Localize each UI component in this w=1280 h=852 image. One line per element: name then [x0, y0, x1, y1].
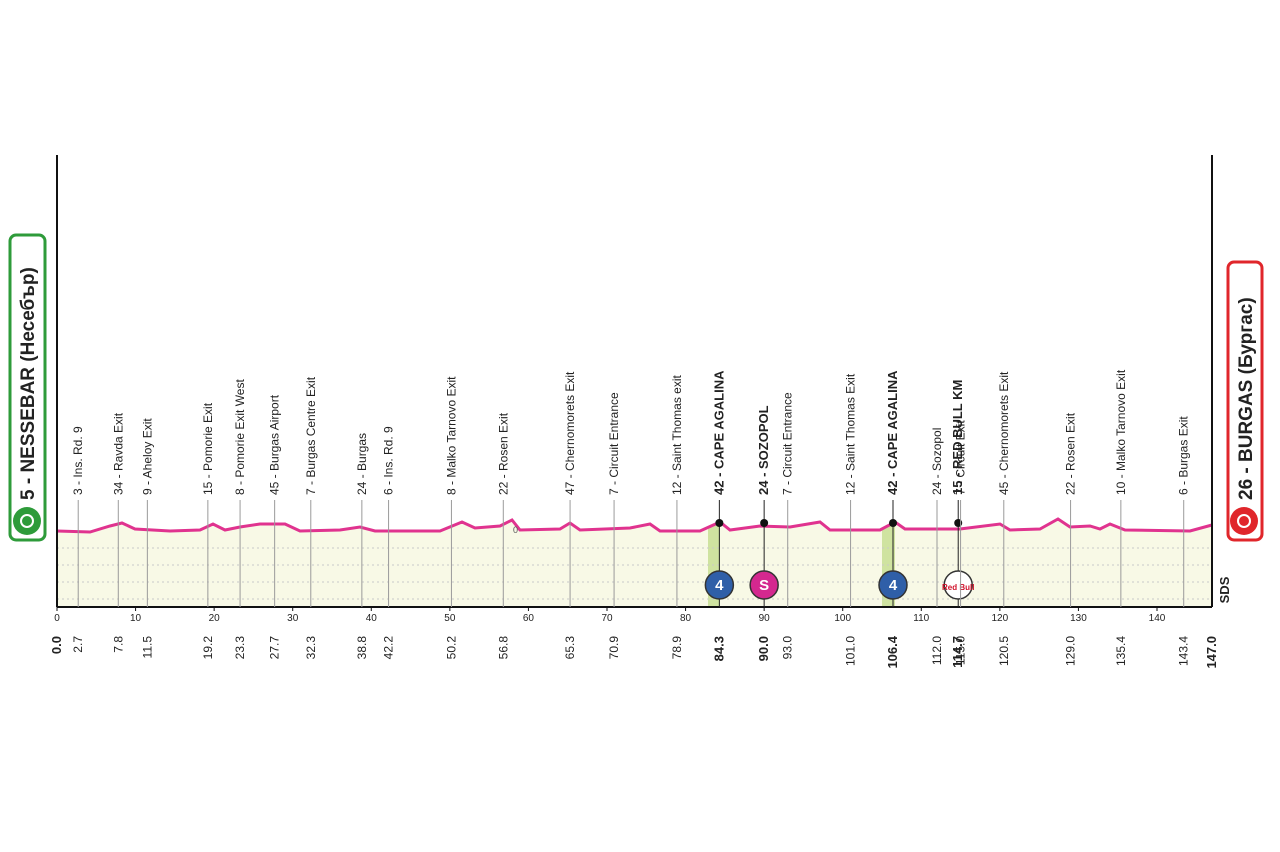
waypoint-dot: [760, 519, 769, 527]
km-label: 93.0: [781, 636, 795, 660]
waypoint-label: 6 - Burgas Exit: [1177, 416, 1191, 495]
badge-text: Red Bull: [942, 583, 974, 592]
waypoint-label: 24 - Sozopol: [930, 428, 944, 495]
km-label: 147.0: [1204, 636, 1219, 669]
waypoint-label: 22 - Rosen Exit: [496, 412, 510, 495]
km-label: 32.3: [304, 636, 318, 660]
km-label: 7.8: [111, 636, 125, 653]
badge: [878, 570, 908, 600]
profile-area: [57, 519, 1212, 607]
x-tick-label: 10: [130, 613, 142, 624]
finish-box: [1226, 260, 1264, 542]
waypoint-label: 42 - CAPE AGALINA: [885, 370, 900, 495]
km-label: 70.9: [607, 636, 621, 660]
finish-icon-detail: [1237, 514, 1251, 528]
profile-label: 0: [513, 525, 518, 535]
waypoint-label: 22 - Rosen Exit: [1064, 412, 1078, 495]
waypoint-dot: [715, 519, 724, 527]
x-tick-label: 100: [834, 613, 851, 624]
waypoint-label: 7 - Circuit Entrance: [781, 392, 795, 495]
km-label: 11.5: [140, 636, 154, 659]
km-label: 84.3: [711, 636, 726, 661]
x-tick-label: 90: [759, 613, 771, 624]
km-label: 50.2: [444, 636, 458, 660]
waypoint-label: 6 - Ins. Rd. 9: [382, 426, 396, 495]
x-tick-label: 130: [1070, 613, 1087, 624]
start-icon: [13, 507, 41, 535]
km-label: 0.0: [49, 636, 64, 654]
waypoint-label: 15 - RED BULL KM: [950, 380, 965, 495]
waypoint-label: 45 - Burgas Airport: [268, 394, 282, 495]
waypoint-label: 7 - Burgas Centre Exit: [304, 376, 318, 495]
badge: [704, 570, 735, 600]
km-label: 90.0: [756, 636, 771, 661]
km-label: 56.8: [496, 636, 510, 660]
waypoint-label: 15 - Pomorie Exit: [201, 402, 215, 495]
x-tick-label: 70: [601, 613, 613, 624]
km-label: 120.5: [997, 636, 1011, 666]
x-tick-label: 80: [680, 613, 692, 624]
km-label: 65.3: [563, 636, 577, 660]
x-tick-label: 50: [444, 613, 456, 624]
km-label: 38.8: [355, 636, 369, 660]
waypoint-label: 34 - Ravda Exit: [111, 412, 125, 495]
start-box: [8, 233, 47, 542]
waypoint-label: 9 - Aheloy Exit: [140, 418, 154, 495]
waypoint-label: 10 - Malko Tarnovo Exit: [1114, 369, 1128, 495]
waypoint-label: 24 - SOZOPOL: [756, 405, 771, 495]
km-label: 114.7: [950, 636, 965, 668]
km-label: 112.0: [930, 636, 944, 665]
x-tick-label: 30: [287, 613, 299, 624]
waypoint-label: 8 - Pomorie Exit West: [233, 379, 247, 495]
km-label: 2.7: [71, 636, 85, 653]
waypoint-label: 42 - CAPE AGALINA: [711, 370, 726, 495]
km-label: 135.4: [1114, 636, 1128, 666]
badge-text: 4: [889, 577, 898, 594]
x-tick-label: 0: [54, 613, 60, 624]
km-label: 27.7: [268, 636, 282, 660]
x-tick-label: 120: [992, 613, 1009, 624]
badge-text: 4: [715, 577, 724, 594]
km-label: 129.0: [1064, 636, 1078, 666]
waypoint-dot: [889, 519, 897, 527]
x-tick-label: 140: [1149, 613, 1166, 624]
brand: SDS: [1217, 576, 1232, 603]
waypoint-label: 8 - Malko Tarnovo Exit: [444, 376, 458, 495]
finish-icon: [1230, 507, 1258, 535]
start-label: 5 - NESSEBAR (Несебър): [18, 267, 39, 500]
km-label: 42.2: [382, 636, 396, 660]
finish-label: 26 - BURGAS (Бургас): [1236, 297, 1257, 500]
km-label: 143.4: [1177, 636, 1191, 666]
x-tick-label: 110: [913, 613, 929, 624]
km-label: 101.0: [844, 636, 858, 666]
waypoint-label: 7 - Circuit Entrance: [607, 392, 621, 495]
waypoint-label: 45 - Chernomorets Exit: [997, 371, 1011, 495]
x-tick-label: 20: [209, 613, 221, 624]
x-tick-label: 60: [523, 613, 535, 624]
km-label: 19.2: [201, 636, 215, 660]
waypoint-label: 3 - Ins. Rd. 9: [71, 426, 85, 495]
km-label: 78.9: [670, 636, 684, 660]
profile-line: [56, 517, 1213, 534]
start-icon-detail: [20, 514, 34, 528]
waypoint-label: 12 - Saint Thomas Exit: [844, 373, 858, 495]
km-label: 106.4: [885, 635, 900, 668]
waypoint-label: 47 - Chernomorets Exit: [563, 371, 577, 495]
km-label: 23.3: [233, 636, 247, 660]
badge: [749, 570, 779, 600]
x-tick-label: 40: [366, 613, 378, 624]
badge-text: S: [759, 577, 769, 594]
waypoint-label: 24 - Burgas: [355, 433, 369, 495]
badge: [943, 570, 973, 600]
waypoint-label: 7 - Circuit Exit: [954, 420, 968, 495]
waypoint-label: 12 - Saint Thomas exit: [670, 374, 684, 495]
km-label: 115.0: [954, 636, 968, 665]
